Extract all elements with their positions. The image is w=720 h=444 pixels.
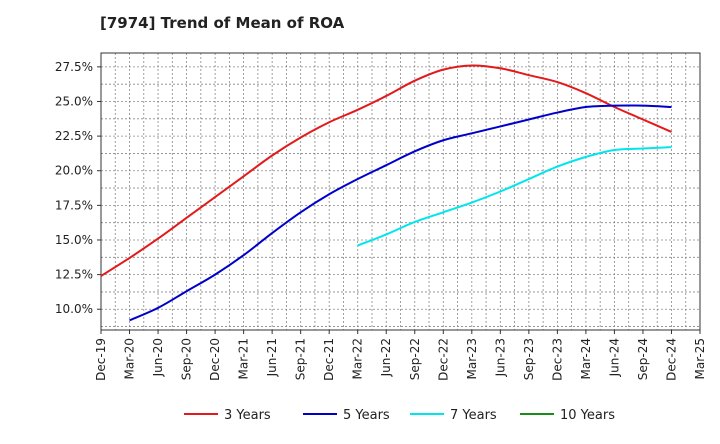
x-tick-label: Sep-21: [294, 338, 308, 380]
x-tick-label: Jun-22: [379, 338, 393, 377]
x-tick-label: Jun-21: [265, 338, 279, 377]
x-tick-label: Sep-20: [180, 338, 194, 380]
x-tick-label: Dec-20: [208, 338, 222, 381]
x-tick-label: Dec-22: [436, 338, 450, 381]
legend-label: 5 Years: [343, 408, 390, 423]
x-tick-label: Jun-20: [151, 338, 165, 377]
x-tick-label: Dec-21: [322, 338, 336, 381]
x-tick-label: Dec-23: [550, 338, 564, 381]
y-tick-label: 22.5%: [55, 129, 93, 143]
x-tick-label: Mar-20: [123, 338, 137, 379]
x-tick-label: Dec-24: [664, 338, 678, 381]
series-line-5-years: [129, 104, 672, 322]
y-tick-label: 27.5%: [55, 60, 93, 74]
chart-title: [7974] Trend of Mean of ROA: [100, 14, 345, 32]
y-tick-label: 25.0%: [55, 94, 93, 108]
x-tick-label: Sep-23: [522, 338, 536, 380]
x-tick-label: Jun-24: [607, 338, 621, 377]
series-line-3-years: [100, 64, 672, 277]
plot-border: [100, 52, 701, 331]
x-tick-label: Mar-21: [237, 338, 251, 379]
legend-label: 10 Years: [560, 408, 615, 423]
y-tick-label: 15.0%: [55, 233, 93, 247]
y-tick-label: 10.0%: [55, 302, 93, 316]
series-line-7-years: [357, 146, 672, 247]
x-tick-label: Jun-23: [493, 338, 507, 377]
x-tick-label: Mar-22: [351, 338, 365, 379]
y-tick-label: 20.0%: [55, 164, 93, 178]
x-tick-label: Mar-23: [465, 338, 479, 379]
x-tick-label: Sep-24: [636, 338, 650, 380]
x-tick-label: Sep-22: [408, 338, 422, 380]
x-tick-label: Mar-25: [693, 338, 707, 379]
y-tick-label: 17.5%: [55, 198, 93, 212]
x-tick-label: Mar-24: [579, 338, 593, 379]
legend-label: 7 Years: [450, 408, 497, 423]
y-tick-label: 12.5%: [55, 268, 93, 282]
legend-label: 3 Years: [224, 408, 271, 423]
x-tick-label: Dec-19: [94, 338, 108, 381]
